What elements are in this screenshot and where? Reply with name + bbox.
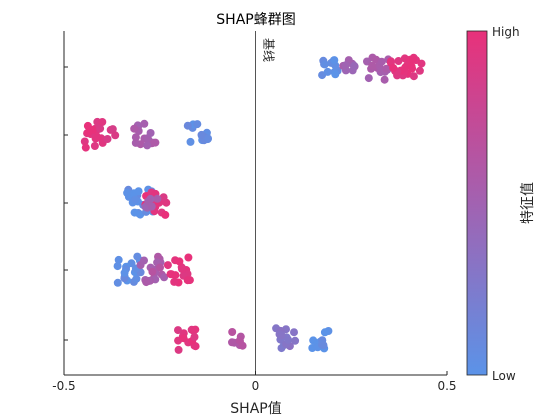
point-row4-cluster2-10 <box>284 335 293 344</box>
point-row1-cluster0-17 <box>93 133 102 142</box>
y-ticks <box>64 66 68 341</box>
point-row0-cluster2-14 <box>364 74 373 83</box>
point-row0-cluster0-11 <box>320 60 329 69</box>
point-row2-cluster0-18 <box>131 195 140 204</box>
point-row4-cluster2-12 <box>290 328 298 337</box>
point-row1-cluster2-14 <box>146 129 155 137</box>
point-row1-cluster2-13 <box>131 133 140 142</box>
point-row3-cluster2-9 <box>170 277 179 286</box>
point-row4-cluster3-11 <box>319 341 328 350</box>
point-row0-cluster4-7 <box>409 55 418 64</box>
point-row4-cluster0-13 <box>174 326 182 335</box>
point-row1-cluster0-13 <box>83 121 92 130</box>
colorbar-high-label: High <box>492 25 520 39</box>
point-row1-cluster0-11 <box>84 128 93 137</box>
point-row1-cluster2-15 <box>151 138 160 147</box>
point-row0-cluster0-7 <box>323 67 332 76</box>
point-row0-cluster1-6 <box>341 61 350 70</box>
point-row4-cluster0-5 <box>189 326 198 335</box>
point-row0-cluster2-15 <box>368 61 377 70</box>
point-row3-cluster0-17 <box>120 268 129 277</box>
x-ticks: -0.5 0 0.5 <box>52 371 457 393</box>
point-row3-cluster0-3 <box>113 278 122 287</box>
point-row4-cluster1-4 <box>228 328 237 336</box>
point-row1-cluster1-1 <box>108 125 117 134</box>
point-row4-cluster2-11 <box>277 331 286 340</box>
point-row3-cluster2-13 <box>183 276 192 285</box>
point-row3-cluster0-11 <box>113 262 122 271</box>
point-row1-cluster0-16 <box>90 142 99 150</box>
point-row2-cluster0-14 <box>123 188 132 197</box>
point-row1-cluster2-8 <box>143 141 152 150</box>
point-row0-cluster0-6 <box>331 70 340 79</box>
point-row1-cluster2-9 <box>130 124 139 133</box>
point-row0-cluster1-7 <box>350 61 359 70</box>
data-points <box>80 53 426 354</box>
point-row1-cluster0-0 <box>80 137 89 146</box>
baseline-label: 基线 <box>262 38 276 62</box>
point-row4-cluster1-3 <box>228 338 236 347</box>
point-row4-cluster0-12 <box>190 333 199 341</box>
point-row2-cluster1-12 <box>161 210 170 219</box>
point-row0-cluster3-11 <box>394 57 403 65</box>
point-row1-cluster3-11 <box>186 137 195 146</box>
point-row0-cluster4-5 <box>415 66 424 75</box>
point-row0-cluster2-11 <box>380 75 389 84</box>
point-row1-cluster1-2 <box>103 135 112 143</box>
colorbar <box>466 30 488 376</box>
point-row4-cluster0-9 <box>174 345 183 354</box>
point-row0-cluster3-13 <box>401 63 410 72</box>
point-row3-cluster1-12 <box>140 256 148 265</box>
point-row3-cluster0-10 <box>133 252 142 261</box>
point-row4-cluster0-8 <box>179 334 188 343</box>
point-row1-cluster3-12 <box>197 130 206 139</box>
point-row0-cluster2-13 <box>382 64 391 73</box>
point-row3-cluster3-1 <box>156 263 164 272</box>
point-row3-cluster1-11 <box>160 273 169 282</box>
point-row0-cluster2-1 <box>363 57 371 66</box>
point-row1-cluster0-14 <box>81 143 90 152</box>
point-row3-cluster2-2 <box>163 261 172 270</box>
point-row3-cluster0-12 <box>114 255 123 264</box>
colorbar-low-label: Low <box>492 369 516 383</box>
point-row2-cluster1-15 <box>159 193 168 202</box>
chart-title: SHAP蜂群图 <box>216 12 295 28</box>
x-tick-label-0: -0.5 <box>52 379 75 393</box>
point-row3-cluster0-4 <box>132 274 141 283</box>
point-row2-cluster2-5 <box>147 202 156 211</box>
point-row3-cluster3-0 <box>148 267 157 276</box>
point-row4-cluster1-7 <box>235 336 244 345</box>
point-row0-cluster0-10 <box>330 56 339 65</box>
point-row4-cluster3-8 <box>320 328 329 337</box>
point-row3-cluster2-11 <box>171 271 180 280</box>
point-row1-cluster2-11 <box>131 138 140 147</box>
point-row1-cluster0-10 <box>96 124 105 133</box>
point-row1-cluster1-3 <box>111 131 120 140</box>
point-row3-cluster1-17 <box>142 278 151 287</box>
point-row1-cluster2-7 <box>140 119 149 128</box>
point-row3-cluster2-15 <box>178 265 186 274</box>
colorbar-label: 特征值 <box>520 182 536 224</box>
point-row0-cluster3-12 <box>389 64 398 72</box>
point-row1-cluster3-10 <box>204 134 212 143</box>
point-row0-cluster4-8 <box>409 72 418 81</box>
point-row1-cluster3-7 <box>183 121 192 130</box>
point-row3-cluster2-6 <box>184 253 193 262</box>
point-row2-cluster2-2 <box>153 194 162 203</box>
point-row3-cluster2-14 <box>175 257 184 266</box>
point-row4-cluster2-13 <box>291 336 300 345</box>
point-row0-cluster3-5 <box>386 57 395 66</box>
point-row0-cluster4-9 <box>408 64 417 73</box>
x-tick-label-1: 0 <box>252 379 260 393</box>
point-row1-cluster0-12 <box>98 118 107 126</box>
point-row0-cluster2-6 <box>377 57 386 66</box>
x-tick-label-2: 0.5 <box>437 379 456 393</box>
point-row1-cluster3-13 <box>193 120 202 129</box>
x-axis-label: SHAP值 <box>230 401 281 417</box>
point-row2-cluster0-19 <box>134 187 143 196</box>
